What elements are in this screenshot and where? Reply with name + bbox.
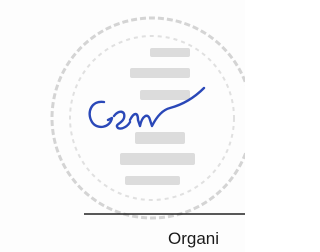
document-page: Organi: [0, 0, 245, 252]
stamp-inner-ring: [70, 36, 234, 200]
caption: Organi: [168, 229, 219, 249]
stamp-faded-line: [140, 90, 190, 100]
stamp-and-signature: [0, 0, 245, 252]
stamp-faded-line: [120, 153, 195, 165]
stamp-faded-line: [130, 68, 190, 78]
stamp-faded-line: [150, 48, 190, 57]
stamp-faded-line: [125, 176, 180, 185]
stamp-faded-line: [135, 132, 185, 144]
